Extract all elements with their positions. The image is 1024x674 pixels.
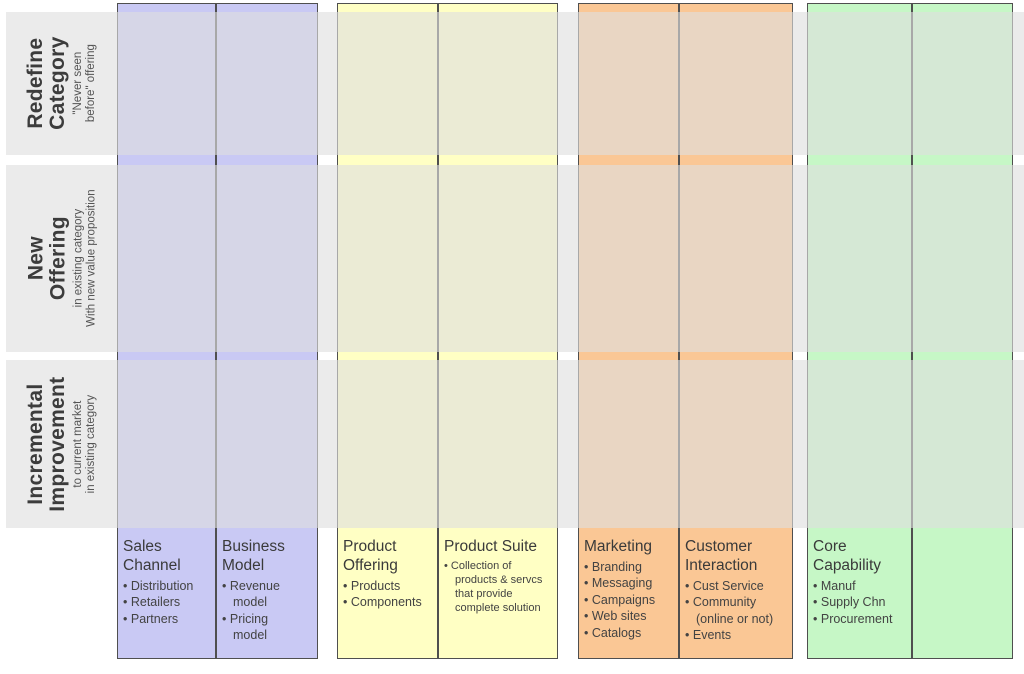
row-band-new-offering: New Offering in existing category With n… xyxy=(6,165,1024,352)
cell-label-customer-interaction: Customer Interaction Cust Service Commun… xyxy=(685,538,791,644)
bullet-item: Distribution xyxy=(123,578,214,595)
row-title: Incremental Improvement xyxy=(23,376,69,512)
bullet-item: Branding xyxy=(584,559,677,576)
bullet-item: Pricing model xyxy=(222,611,314,644)
bullet-item: Cust Service xyxy=(685,578,791,595)
column-heading: Marketing xyxy=(584,538,653,555)
bullet-item: Supply Chn xyxy=(813,594,911,611)
bullet-item: Catalogs xyxy=(584,625,677,642)
column-heading: Product Suite xyxy=(444,538,538,555)
cell-label-product-suite: Product Suite Collection of products & s… xyxy=(444,538,556,615)
bullet-item: Revenue model xyxy=(222,578,314,611)
bullet-list: Manuf Supply Chn Procurement xyxy=(813,578,911,628)
column-heading: Customer Interaction xyxy=(685,538,758,574)
row-band-redefine-category: Redefine Category "Never seen before" of… xyxy=(6,12,1024,155)
bullet-item: Collection of products & servcs that pro… xyxy=(444,559,556,615)
bullet-item: Messaging xyxy=(584,575,677,592)
bullet-list: Collection of products & servcs that pro… xyxy=(444,559,556,615)
bullet-item: Retailers xyxy=(123,594,214,611)
bullet-list: Revenue model Pricing model xyxy=(222,578,314,644)
bullet-item: Community (online or not) xyxy=(685,594,791,627)
column-heading: Product Offering xyxy=(343,538,398,574)
cell-label-product-offering: Product Offering Products Components xyxy=(343,538,436,611)
row-subtitle: in existing category With new value prop… xyxy=(71,189,98,328)
bullet-item: Events xyxy=(685,627,791,644)
row-title: Redefine Category xyxy=(23,36,69,131)
cell-label-business-model: Business Model Revenue model Pricing mod… xyxy=(222,538,314,644)
bullet-item: Partners xyxy=(123,611,214,628)
bullet-item: Procurement xyxy=(813,611,911,628)
row-band-incremental-improvement: Incremental Improvement to current marke… xyxy=(6,360,1024,528)
row-label-new-offering: New Offering in existing category With n… xyxy=(6,165,118,352)
bullet-item: Campaigns xyxy=(584,592,677,609)
row-subtitle: "Never seen before" offering xyxy=(71,44,98,123)
row-label-incremental-improvement: Incremental Improvement to current marke… xyxy=(6,360,118,528)
column-heading: Business Model xyxy=(222,538,285,574)
bullet-item: Manuf xyxy=(813,578,911,595)
bullet-item: Products xyxy=(343,578,436,595)
bullet-list: Branding Messaging Campaigns Web sites C… xyxy=(584,559,677,642)
column-heading: Core Capability xyxy=(813,538,882,574)
row-label-redefine-category: Redefine Category "Never seen before" of… xyxy=(6,12,118,155)
cell-label-sales-channel: Sales Channel Distribution Retailers Par… xyxy=(123,538,214,627)
column-heading: Sales Channel xyxy=(123,538,181,574)
bullet-list: Cust Service Community (online or not) E… xyxy=(685,578,791,644)
cell-label-marketing: Marketing Branding Messaging Campaigns W… xyxy=(584,538,677,641)
bullet-list: Products Components xyxy=(343,578,436,611)
row-title: New Offering xyxy=(23,216,69,301)
bullet-item: Web sites xyxy=(584,608,677,625)
cell-label-core-capability: Core Capability Manuf Supply Chn Procure… xyxy=(813,538,911,627)
row-subtitle: to current market in existing category xyxy=(71,394,98,494)
bullet-list: Distribution Retailers Partners xyxy=(123,578,214,628)
bullet-item: Components xyxy=(343,594,436,611)
